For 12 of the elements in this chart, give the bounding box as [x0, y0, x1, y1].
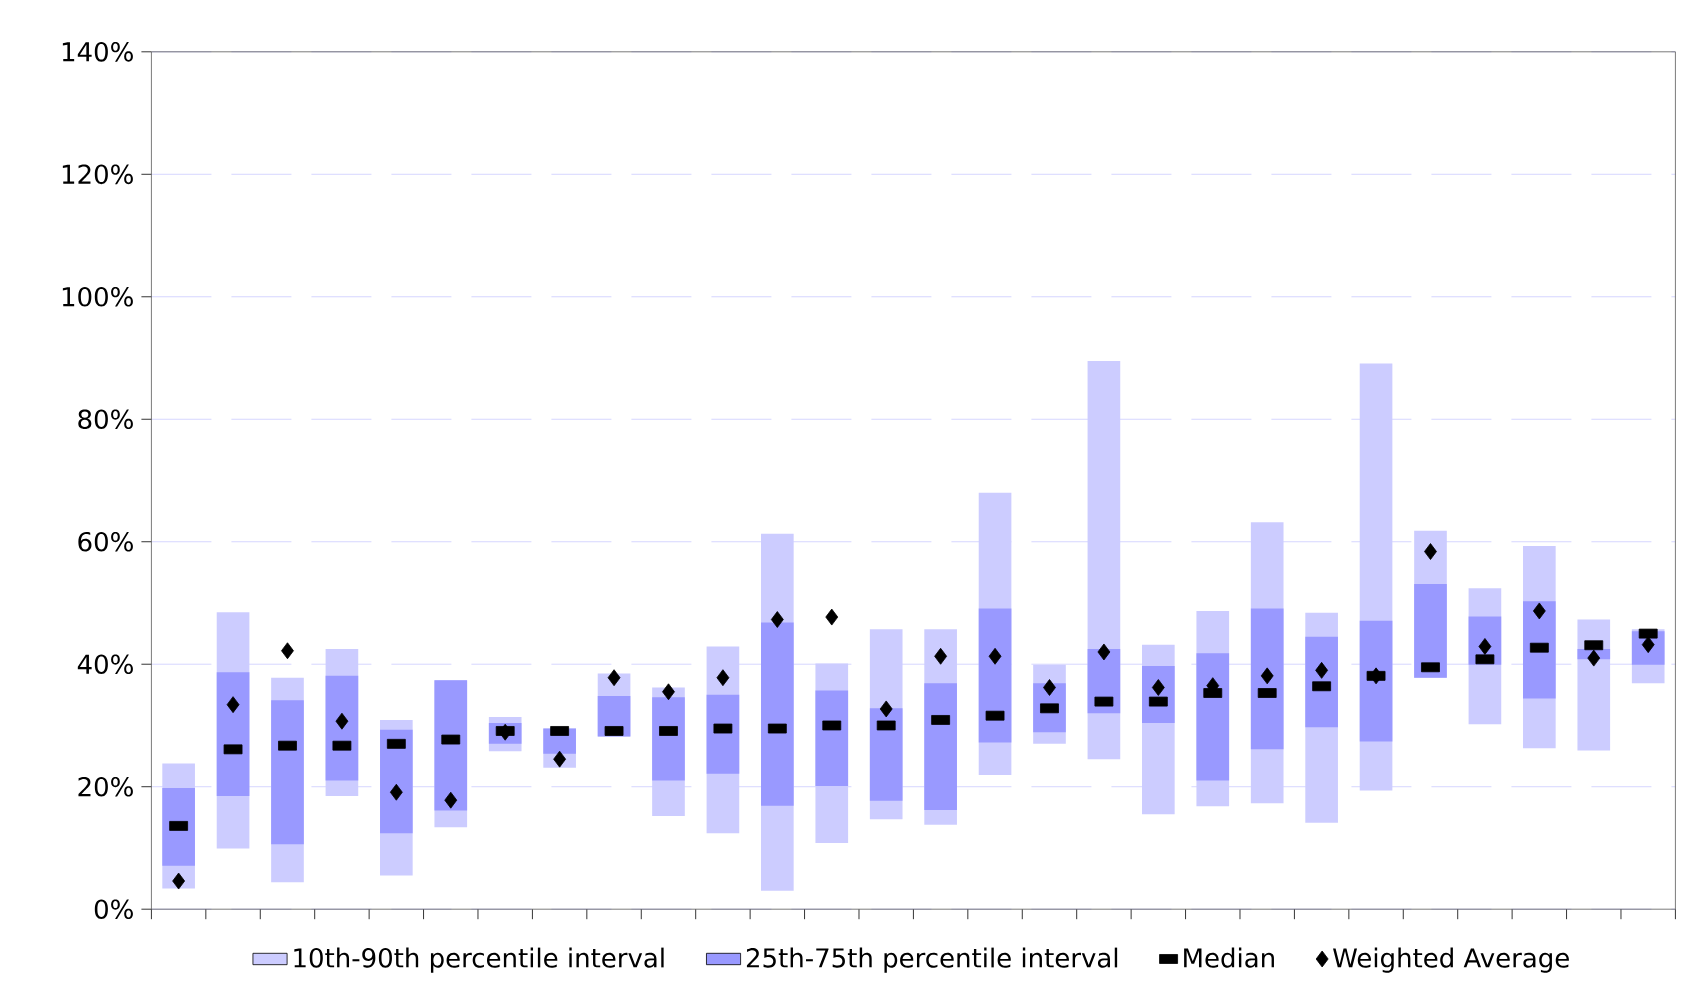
- legend-label: Median: [1184, 947, 1274, 968]
- y-tick-label: 80%: [78, 409, 133, 430]
- y-tick-label: 120%: [62, 164, 133, 185]
- y-tick-label: 140%: [62, 41, 133, 62]
- y-tick-label: 40%: [77, 654, 133, 675]
- y-tick-label: 60%: [78, 531, 133, 552]
- y-tick-label: 100%: [62, 286, 133, 307]
- legend-label: Weighted Average: [1333, 947, 1569, 973]
- legend-label: 25th-75th percentile interval: [746, 947, 1118, 973]
- y-tick-label: 0%: [94, 899, 133, 920]
- y-tick-label: 20%: [78, 776, 133, 797]
- legend-label: 10th-90th percentile interval: [294, 947, 664, 973]
